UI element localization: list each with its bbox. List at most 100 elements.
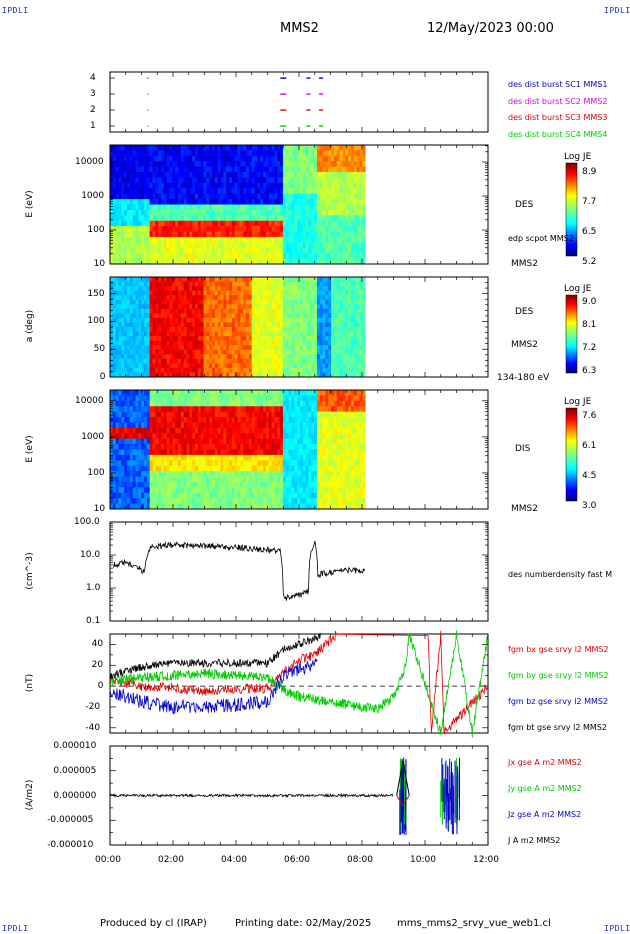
des-energy-pixel	[229, 226, 233, 232]
des-energy-pixel	[353, 258, 358, 265]
des-energy-pixel	[214, 193, 219, 200]
des-energy-pixel	[110, 155, 114, 162]
des-pitch-pixel	[152, 358, 156, 364]
des-pitch-pixel	[299, 345, 304, 351]
des-pitch-pixel	[294, 290, 298, 296]
des-energy-pixel	[305, 188, 309, 195]
des-energy-pixel	[299, 155, 304, 162]
des-energy-pixel	[291, 258, 295, 265]
des-pitch-pixel	[217, 281, 221, 287]
des-energy-pixel	[115, 172, 119, 178]
des-energy-pixel	[141, 253, 145, 259]
des-energy-pixel	[163, 215, 168, 222]
des-pitch-pixel	[124, 349, 128, 355]
des-pitch-pixel	[229, 358, 233, 364]
des-pitch-pixel	[158, 308, 162, 314]
des-energy-pixel	[192, 247, 196, 254]
des-energy-pixel	[172, 242, 176, 249]
des-energy-pixel	[200, 172, 204, 178]
des-pitch-pixel	[118, 358, 122, 364]
dis-energy-pixel	[169, 411, 173, 418]
des-energy-pixel	[246, 193, 250, 200]
des-energy-pixel	[229, 220, 233, 227]
dis-energy-pixel	[146, 476, 151, 483]
des-energy-pixel	[308, 150, 312, 157]
des-energy-pixel	[243, 236, 247, 243]
des-pitch-pixel	[146, 308, 151, 314]
des-pitch-pixel	[161, 336, 165, 342]
des-pitch-pixel	[282, 299, 287, 305]
dis-energy-pixel	[115, 438, 119, 445]
des-energy-pixel	[246, 215, 250, 222]
des-energy-pixel	[333, 166, 338, 173]
des-pitch-pixel	[192, 290, 196, 296]
dis-energy-pixel	[129, 454, 134, 461]
des-pitch-pixel	[226, 349, 230, 355]
des-pitch-pixel	[223, 308, 227, 314]
dis-energy-pixel	[118, 454, 122, 461]
des-energy-pixel	[155, 177, 159, 184]
dis-energy-pixel	[158, 460, 162, 467]
des-pitch-pixel	[237, 299, 241, 305]
des-energy-pixel	[189, 204, 193, 211]
des-energy-pixel	[226, 220, 230, 227]
dis-energy-pixel	[132, 438, 136, 445]
des-energy-pixel	[243, 253, 247, 259]
des-pitch-pixel	[192, 367, 196, 373]
des-pitch-pixel	[302, 340, 307, 346]
des-energy-pixel	[328, 215, 332, 222]
des-pitch-pixel	[299, 286, 304, 292]
des-energy-pixel	[132, 215, 136, 222]
des-pitch-pixel	[197, 304, 202, 310]
des-energy-pixel	[163, 226, 168, 232]
des-energy-pixel	[285, 204, 290, 211]
des-energy-pixel	[209, 150, 213, 157]
dis-energy-pixel	[195, 481, 199, 488]
des-pitch-pixel	[297, 308, 301, 314]
dis-energy-pixel	[138, 481, 142, 488]
des-pitch-pixel	[248, 354, 253, 360]
dis-energy-pixel	[180, 406, 185, 413]
des-pitch-pixel	[214, 345, 219, 351]
dis-energy-pixel	[163, 460, 168, 467]
dis-energy-pixel	[141, 438, 145, 445]
des-energy-pixel	[112, 253, 117, 259]
des-pitch-pixel	[155, 281, 159, 287]
des-energy-pixel	[141, 215, 145, 222]
des-energy-pixel	[186, 182, 190, 189]
des-energy-pixel	[155, 150, 159, 157]
des-energy-pixel	[172, 199, 176, 205]
des-energy-pixel	[282, 247, 287, 254]
des-energy-pixel	[356, 231, 360, 238]
des-energy-pixel	[183, 242, 187, 249]
des-pitch-pixel	[118, 331, 122, 337]
des-pitch-pixel	[231, 299, 236, 305]
des-pitch-pixel	[285, 367, 290, 373]
des-energy-pixel	[263, 177, 267, 184]
dis-energy-pixel	[118, 422, 122, 429]
des-pitch-pixel	[149, 295, 153, 301]
des-pitch-pixel	[192, 327, 196, 332]
des-energy-pixel	[348, 199, 352, 205]
des-energy-pixel	[316, 188, 321, 195]
des-energy-pixel	[339, 161, 343, 168]
des-pitch-pixel	[144, 290, 148, 296]
des-energy-pixel	[203, 161, 207, 168]
des-pitch-pixel	[149, 331, 153, 337]
des-energy-pixel	[356, 215, 360, 222]
des-energy-pixel	[155, 188, 159, 195]
des-energy-pixel	[282, 204, 287, 211]
des-energy-pixel	[263, 166, 267, 173]
des-energy-pixel	[212, 258, 216, 265]
dis-energy-pixel	[200, 411, 204, 418]
des-pitch-pixel	[118, 308, 122, 314]
des-pitch-pixel	[331, 299, 335, 305]
des-energy-pixel	[118, 231, 122, 238]
des-pitch-pixel	[243, 299, 247, 305]
des-pitch-pixel	[192, 322, 196, 328]
des-pitch-pixel	[172, 299, 176, 305]
des-energy-pixel	[333, 161, 338, 168]
des-pitch-pixel	[183, 327, 187, 332]
des-energy-pixel	[345, 242, 349, 249]
des-pitch-pixel	[144, 345, 148, 351]
